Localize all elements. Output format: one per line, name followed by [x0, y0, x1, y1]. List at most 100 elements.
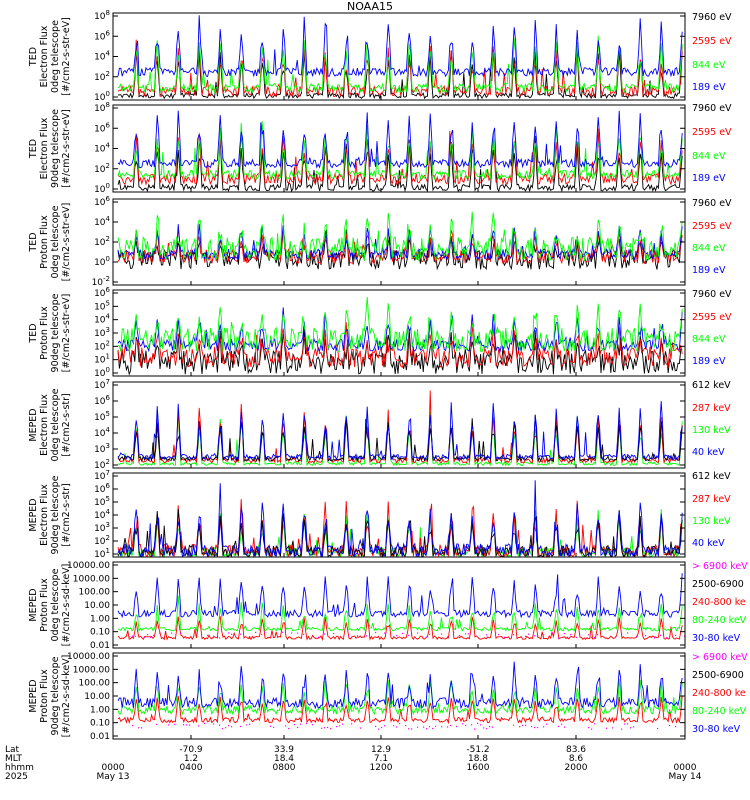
series-point: [144, 636, 146, 638]
legend-entry: 30-80 keV: [692, 633, 741, 644]
legend-entry: 189 eV: [692, 173, 726, 184]
series-point: [465, 724, 467, 727]
y-tick-label: 104: [94, 142, 110, 155]
series-point: [474, 728, 476, 730]
series-point: [378, 728, 380, 730]
series-point: [183, 724, 185, 726]
series-point: [456, 725, 458, 728]
series-point: [660, 634, 662, 636]
panel-1: TED Electron Flux 0deg telescope [#/cm2-s-s…: [28, 9, 732, 103]
series-point: [522, 724, 524, 727]
series-point: [312, 724, 314, 726]
legend-entry: 844 eV: [692, 151, 726, 162]
series-trace: [117, 128, 683, 186]
series-point: [324, 633, 326, 635]
series-trace: [117, 695, 683, 725]
series-point: [330, 727, 332, 730]
series-point: [606, 727, 608, 729]
legend-entry: 844 eV: [692, 334, 726, 345]
y-axis-label: MEPED: [28, 679, 39, 712]
panel-5: MEPED Electron Flux 0deg telescope [#/cm2-s…: [28, 378, 731, 471]
series-point: [228, 632, 230, 634]
series-point: [534, 727, 536, 729]
y-tick-label: 100: [94, 182, 110, 195]
series-point: [249, 723, 251, 725]
series-point: [174, 723, 176, 725]
series-point: [147, 634, 149, 636]
series-point: [453, 631, 455, 633]
panel-6: MEPED Electron Flux 90deg telescope [#/cm2-…: [28, 469, 731, 560]
y-tick-label: 1.00: [90, 614, 110, 624]
series-trace: [117, 414, 683, 463]
x-row-label: hhmm: [5, 763, 34, 773]
series-point: [654, 637, 656, 639]
y-axis-label: MEPED: [28, 498, 39, 531]
y-tick-label: 106: [94, 195, 110, 208]
x-tick-label: 1.2: [184, 754, 198, 764]
series-point: [219, 724, 221, 726]
y-axis-label: [#/cm2-s-sd-keV]: [61, 564, 72, 647]
legend-entry: 287 keV: [692, 403, 731, 414]
y-axis-label: TED: [28, 323, 39, 343]
series-point: [135, 635, 137, 637]
x-tick-label: 18.4: [274, 754, 294, 764]
series-point: [240, 725, 242, 728]
legend-entry: 2595 eV: [692, 312, 732, 323]
legend-entry: 130 keV: [692, 516, 731, 527]
y-tick-label: 104: [94, 313, 110, 326]
y-tick-label: 100.00: [79, 588, 111, 598]
y-tick-label: 1000.00: [73, 574, 110, 584]
series-point: [396, 635, 398, 637]
series-point: [462, 723, 464, 725]
y-axis-label: [#/cm2-s-str-eV]: [61, 203, 72, 282]
legend-entry: 240-800 ke: [692, 688, 746, 699]
series-point: [513, 724, 515, 726]
series-point: [348, 635, 350, 637]
y-tick-label: 1.00: [90, 705, 110, 715]
series-point: [246, 724, 248, 726]
y-axis-label: 90deg telescope: [50, 656, 61, 735]
series-point: [477, 722, 479, 724]
y-axis-label: Electron Flux: [39, 394, 50, 456]
x-row-label: MLT: [5, 754, 23, 764]
series-point: [351, 723, 353, 725]
series-point: [612, 727, 614, 729]
y-axis-label: 0deg telescope: [50, 20, 61, 93]
legend-entry: 240-800 ke: [692, 597, 746, 608]
y-tick-label: 102: [94, 339, 110, 352]
y-tick-label: 10.00: [84, 601, 110, 611]
y-tick-label: 100.00: [79, 679, 111, 689]
y-tick-label: 104: [94, 426, 110, 439]
legend-entry: 7960 eV: [692, 289, 732, 300]
series-trace: [117, 573, 683, 619]
series-point: [429, 726, 431, 728]
series-point: [333, 632, 335, 635]
y-tick-label: 103: [94, 442, 110, 455]
series-point: [408, 728, 410, 730]
x-tick-label: 0800: [273, 763, 296, 773]
y-axis-label: Proton Flux: [39, 669, 50, 723]
series-point: [627, 723, 629, 725]
y-axis-label: [#/cm2-s-str-eV]: [61, 294, 72, 373]
series-point: [534, 635, 536, 637]
series-point: [399, 723, 401, 725]
series-point: [666, 637, 668, 639]
y-tick-label: 104: [94, 50, 110, 63]
series-point: [630, 727, 632, 729]
series-point: [231, 633, 233, 635]
series-point: [519, 726, 521, 728]
series-point: [384, 632, 386, 634]
series-point: [336, 726, 338, 728]
series-point: [531, 725, 533, 728]
x-tick-label: May 13: [97, 772, 130, 782]
series-point: [189, 724, 191, 726]
plot-frame: [112, 472, 686, 558]
series-point: [669, 724, 671, 727]
x-tick-label: 1600: [467, 763, 490, 773]
series-point: [471, 724, 473, 726]
series-point: [525, 724, 527, 726]
legend-entry: 189 eV: [692, 265, 726, 276]
x-tick-label: 7.1: [374, 754, 388, 764]
y-tick-label: 106: [94, 121, 110, 134]
